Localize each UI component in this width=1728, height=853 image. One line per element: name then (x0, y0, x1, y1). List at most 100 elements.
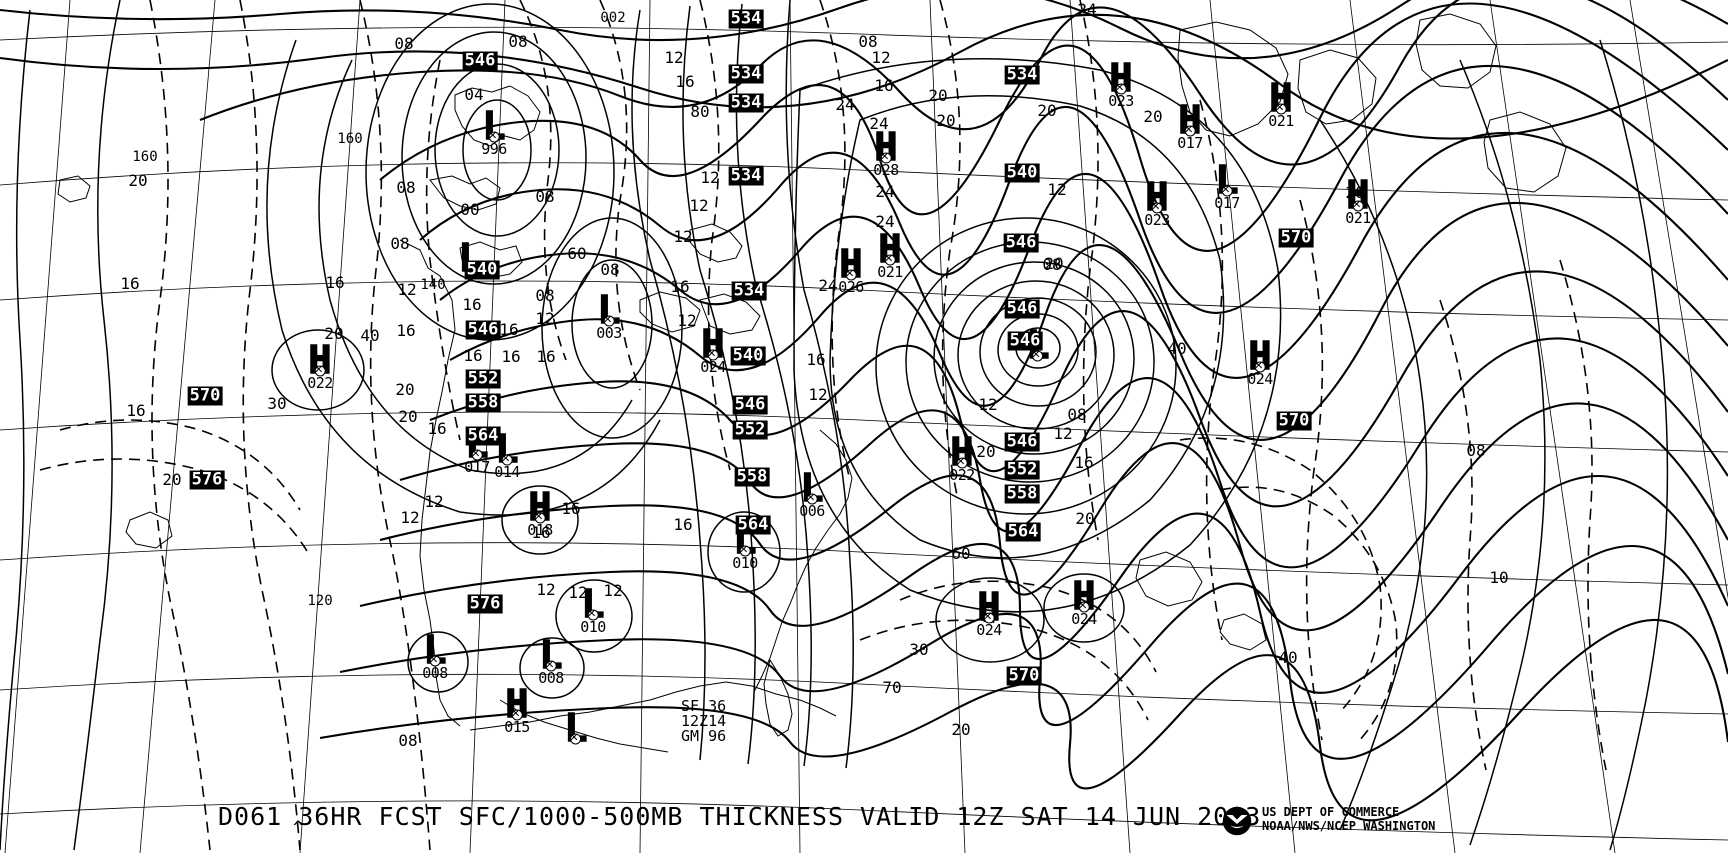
pressure-center-marker-icon (1151, 202, 1163, 214)
contour-label-49: 20 (395, 380, 415, 399)
contour-label-41: 12 (808, 385, 828, 404)
contour-label-15: 24 (1077, 0, 1097, 19)
pressure-center-value: 028 (873, 161, 899, 179)
pressure-center-high-24: H 017 (1177, 100, 1203, 152)
contour-label-23: 12 (397, 280, 417, 299)
contour-label-77: 12 (536, 580, 556, 599)
contour-label-18: 08 (396, 178, 416, 197)
pressure-center-value: 021 (877, 263, 903, 281)
thickness-label-28: 570 (1278, 227, 1314, 248)
contour-label-11: 24 (869, 114, 889, 133)
pressure-center-high-16: H 021 (877, 229, 903, 281)
pressure-center-value: 996 (481, 140, 507, 158)
contour-label-36: 16 (806, 350, 826, 369)
surface-isobars (0, 0, 1669, 851)
stamp-line-2: 12Z14 (681, 712, 727, 730)
contour-label-62: 40 (360, 326, 380, 345)
contour-label-82: 08 (1466, 441, 1486, 460)
pressure-center-value: 026 (838, 278, 864, 296)
pressure-center-marker-icon (314, 365, 326, 377)
thickness-label-12: 552 (1004, 459, 1040, 480)
pressure-center-marker-icon (587, 609, 599, 621)
pressure-center-low-0: L 996 (481, 106, 507, 158)
contour-label-1: 08 (394, 34, 414, 53)
contour-label-74: 12 (400, 508, 420, 527)
thickness-label-2: 534 (728, 63, 764, 84)
pressure-center-high-23: H 023 (1108, 58, 1134, 109)
contour-label-83: 10 (1489, 568, 1509, 587)
contour-label-50: 20 (398, 407, 418, 426)
agency-line-2: NOAA/NWS/NCEP WASHINGTON (1262, 819, 1436, 833)
pressure-center-marker-icon (845, 269, 857, 281)
thickness-label-6: 534 (1004, 64, 1040, 85)
pressure-center-value: 003 (596, 324, 622, 342)
contour-label-46: 08 (1067, 405, 1087, 424)
thickness-label-30: 570 (1006, 665, 1042, 686)
contour-label-81: 08 (398, 731, 418, 750)
thickness-label-24: 558 (734, 466, 770, 487)
contour-label-43: 12 (1047, 180, 1067, 199)
thickness-label-10: 546 (1007, 330, 1043, 351)
pressure-center-high-27: H 021 (1268, 78, 1294, 129)
pressure-center-value: 022 (949, 466, 975, 484)
pressure-center-high-2: H 022 (307, 340, 333, 391)
contour-label-48: 20 (324, 324, 344, 343)
contour-label-73: 12 (424, 492, 444, 511)
pressure-center-value: 017 (1177, 134, 1203, 152)
contour-label-44: 12 (1053, 424, 1073, 443)
chart-title: D061 36HR FCST SFC/1000-500MB THICKNESS … (218, 802, 1262, 831)
pressure-center-marker-icon (1221, 185, 1233, 197)
contour-label-34: 16 (536, 347, 556, 366)
contour-label-32: 16 (499, 320, 519, 339)
contour-label-37: 16 (427, 419, 447, 438)
pressure-center-value: 006 (799, 502, 825, 520)
thickness-label-15: 540 (464, 259, 500, 280)
pressure-center-value: 024 (976, 621, 1002, 639)
pressure-center-low-26: L 017 (1214, 160, 1240, 211)
contour-label-28: 16 (325, 273, 345, 292)
contour-label-40: 12 (677, 311, 697, 330)
thickness-label-26: 570 (187, 385, 223, 406)
title-caret-marker: ^ (293, 818, 304, 838)
contour-label-5: 12 (871, 48, 891, 67)
pressure-center-high-17: H 026 (838, 244, 864, 296)
thickness-label-11: 546 (1004, 431, 1040, 452)
pressure-center-marker-icon (429, 655, 441, 667)
pressure-center-value: 008 (538, 669, 564, 687)
thickness-label-14: 564 (1005, 521, 1041, 542)
pressure-center-value: 021 (1345, 209, 1371, 227)
pressure-center-high-4: H 024 (700, 324, 726, 376)
pressure-center-value: 014 (494, 463, 520, 481)
contour-label-57: 20 (1345, 183, 1365, 202)
pressure-center-value: 024 (700, 358, 726, 376)
pressure-center-high-11: H 015 (504, 684, 530, 735)
chart-stamp-block: SF 36 12Z14 GM 96 (681, 699, 726, 744)
contour-label-39: 16 (126, 401, 146, 420)
dashed-contours (39, 0, 1607, 851)
pressure-center-value: 017 (464, 458, 490, 476)
contour-label-8: 20 (928, 86, 948, 105)
contour-label-47: 16 (1074, 453, 1094, 472)
contour-label-45: 08 (1042, 255, 1062, 274)
agency-credit: US DEPT OF COMMERCE NOAA/NWS/NCEP WASHIN… (1262, 805, 1435, 833)
contour-label-3: 08 (858, 32, 878, 51)
contour-label-78: 12 (568, 583, 588, 602)
pressure-center-high-20: H 024 (976, 587, 1002, 639)
thickness-label-13: 558 (1004, 483, 1040, 504)
thickness-label-8: 546 (1003, 232, 1039, 253)
contour-label-72: 160 (337, 131, 363, 147)
pressure-center-high-22: H 024 (1247, 336, 1273, 387)
contour-label-22: 08 (600, 260, 620, 279)
pressure-center-marker-icon (739, 545, 751, 557)
contour-label-61: 30 (909, 640, 929, 659)
contour-label-63: 40 (1167, 339, 1187, 358)
pressure-center-value: 018 (527, 521, 553, 539)
contour-label-80: 16 (673, 515, 693, 534)
contour-label-58: 20 (951, 720, 971, 739)
pressure-center-marker-icon (1032, 350, 1044, 362)
thickness-label-21: 540 (730, 345, 766, 366)
contour-label-60: 30 (267, 394, 287, 413)
thickness-label-18: 558 (465, 392, 501, 413)
